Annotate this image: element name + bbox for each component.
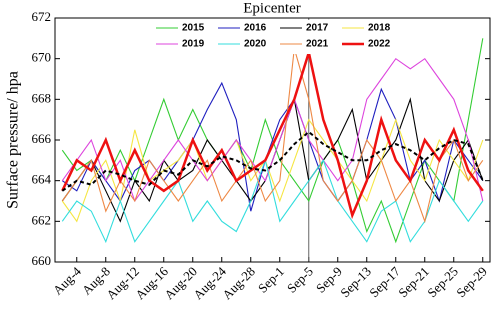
x-tick-label: Sep-29	[453, 264, 490, 301]
y-tick-label: 670	[32, 50, 52, 65]
series-line	[61, 118, 484, 223]
y-tick-label: 666	[32, 131, 52, 146]
x-tick-label: Sep-13	[337, 264, 374, 301]
x-tick-label: Sep-1	[255, 264, 287, 296]
x-tick-label: Sep-5	[284, 264, 316, 296]
y-tick-label: 660	[32, 253, 52, 268]
series-line	[61, 48, 484, 224]
legend: 2015 2016 2017 2018 2019 2020 2021 2022	[150, 20, 402, 54]
legend-label: 2021	[306, 39, 329, 50]
x-tick-label: Sep-21	[395, 264, 432, 301]
y-tick-label: 664	[32, 172, 52, 187]
x-tick-label: Sep-17	[366, 263, 403, 300]
series-line	[61, 57, 484, 203]
series-line	[61, 47, 484, 220]
legend-label: 2016	[244, 23, 267, 34]
legend-label: 2017	[306, 23, 329, 34]
y-tick-label: 668	[32, 90, 52, 105]
y-tick-label: 672	[32, 9, 52, 24]
x-tick-label: Aug-28	[219, 264, 258, 303]
x-tick-label: Sep-25	[424, 264, 461, 301]
y-tick-label: 662	[32, 212, 52, 227]
chart-title: Epicenter	[243, 0, 300, 16]
legend-label: 2015	[182, 23, 205, 34]
legend-box	[150, 20, 402, 54]
legend-label: 2019	[182, 39, 205, 50]
legend-label: 2018	[368, 23, 391, 34]
plot-frame	[54, 17, 491, 263]
y-axis-label: Surface pressure/ hpa	[5, 71, 22, 209]
legend-label: 2020	[244, 39, 267, 50]
legend-label: 2022	[368, 39, 391, 50]
x-tick-label: Aug-4	[50, 263, 84, 297]
